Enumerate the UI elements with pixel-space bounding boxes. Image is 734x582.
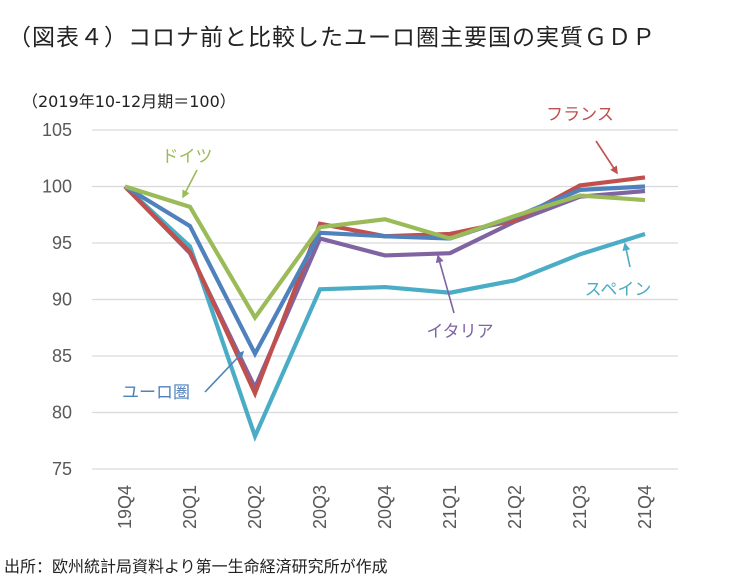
annotation-arrow xyxy=(595,140,618,175)
annotation-arrow xyxy=(622,242,631,268)
y-tick-label: 75 xyxy=(52,459,72,479)
series-lines xyxy=(123,175,646,442)
y-tick-label: 85 xyxy=(52,346,72,366)
y-tick-label: 90 xyxy=(52,290,72,310)
series-label: ユーロ圏 xyxy=(122,383,190,403)
y-tick-label: 100 xyxy=(42,177,72,197)
series-label: イタリア xyxy=(426,322,493,342)
x-tick-label: 19Q4 xyxy=(115,485,135,529)
series-line-4 xyxy=(123,184,646,442)
x-tick-label: 21Q3 xyxy=(570,485,590,529)
source-note: 出所：欧州統計局資料より第一生命経済研究所が作成 xyxy=(4,557,388,576)
y-tick-label: 95 xyxy=(52,233,72,253)
series-label: ドイツ xyxy=(162,147,213,167)
annotation-arrow xyxy=(204,350,245,393)
x-tick-label: 20Q2 xyxy=(245,485,265,529)
y-tick-label: 80 xyxy=(52,403,72,423)
series-label: フランス xyxy=(546,105,614,125)
y-axis-unit-label: （2019年10-12月期＝100） xyxy=(22,92,236,111)
x-tick-label: 20Q3 xyxy=(310,485,330,529)
y-axis-ticks: 105 100 95 90 85 80 75 xyxy=(42,120,72,479)
x-axis-ticks: 19Q4 20Q1 20Q2 20Q3 20Q4 21Q1 21Q2 21Q3 21Q4 xyxy=(115,485,655,529)
series-label: スペイン xyxy=(585,280,652,300)
y-tick-label: 105 xyxy=(42,120,72,140)
x-tick-label: 21Q1 xyxy=(440,485,460,529)
chart-title: （図表４）コロナ前と比較したユーロ圏主要国の実質ＧＤＰ xyxy=(8,25,656,51)
annotation-arrow xyxy=(182,169,198,199)
x-tick-label: 21Q4 xyxy=(635,485,655,529)
x-tick-label: 20Q4 xyxy=(375,485,395,529)
series-line-0 xyxy=(124,184,646,322)
annotation-arrow xyxy=(435,254,455,314)
x-tick-label: 21Q2 xyxy=(505,485,525,529)
x-tick-label: 20Q1 xyxy=(180,485,200,529)
series-line-1 xyxy=(123,184,646,359)
